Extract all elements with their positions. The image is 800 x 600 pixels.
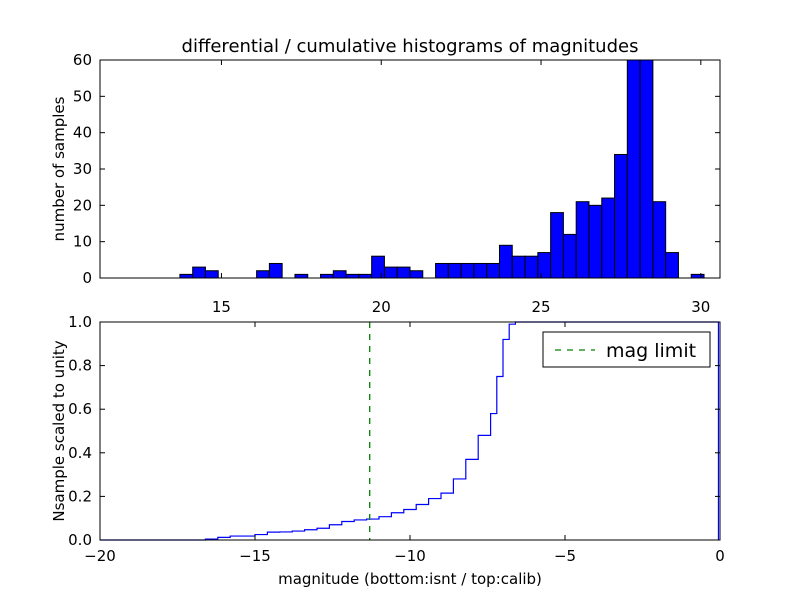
x-tick-label: 15 — [212, 298, 231, 316]
y-tick-label: 0.8 — [68, 357, 92, 375]
histogram-bar — [179, 273, 194, 279]
y-tick-label: 60 — [73, 51, 92, 69]
histogram-bar — [537, 252, 552, 279]
histogram-bar — [562, 233, 577, 279]
histogram-bar — [371, 255, 385, 279]
histogram-bar — [486, 262, 500, 279]
histogram-bar — [345, 273, 360, 279]
cumulative-step-line — [100, 321, 719, 541]
x-tick-label: 30 — [691, 298, 710, 316]
y-tick-label: 0.0 — [68, 531, 92, 549]
histogram-bar — [639, 59, 654, 279]
histogram-bar — [332, 270, 347, 279]
x-tick-label: −10 — [394, 547, 426, 565]
y-tick-label: 50 — [73, 87, 92, 105]
y-tick-label: 0.2 — [68, 487, 92, 505]
histogram-bar — [435, 262, 449, 279]
bottom-cumulative-panel: 0.0 0.2 0.4 0.6 0.8 1.0 −20 −15 −10 −5 0 Nsample … — [50, 313, 725, 588]
top-x-ticks: 15 20 25 30 — [212, 60, 710, 316]
x-tick-label: 20 — [372, 298, 391, 316]
histogram-bar — [192, 266, 206, 279]
x-tick-label: 0 — [715, 547, 725, 565]
y-tick-label: 20 — [73, 196, 92, 214]
histogram-bar — [626, 59, 641, 279]
histogram-bar — [588, 204, 603, 279]
y-tick-label: 30 — [73, 160, 92, 178]
histogram-bar — [383, 266, 398, 279]
histogram-bar — [320, 273, 334, 279]
histogram-bar — [268, 262, 283, 279]
histogram-bar — [690, 273, 705, 279]
y-tick-label: 0 — [82, 269, 92, 287]
histogram-bar — [665, 252, 679, 279]
histogram-bar — [473, 262, 488, 279]
histogram-bar — [294, 273, 309, 279]
y-tick-label: 10 — [73, 233, 92, 251]
y-tick-label: 40 — [73, 124, 92, 142]
top-histogram-panel: differential / cumulative histograms of … — [50, 36, 721, 316]
histogram-bar — [601, 197, 616, 279]
x-tick-label: −5 — [554, 547, 576, 565]
histogram-bar — [524, 255, 539, 279]
y-tick-label: 0.4 — [68, 444, 92, 462]
x-tick-label: 25 — [531, 298, 550, 316]
bottom-y-axis-label: Nsample scaled to unity — [50, 340, 68, 521]
histogram-bar — [460, 262, 475, 279]
histogram-bar — [204, 270, 219, 279]
bottom-y-ticks: 0.0 0.2 0.4 0.6 0.8 1.0 — [68, 313, 720, 549]
y-tick-label: 1.0 — [68, 313, 92, 331]
bottom-x-axis-label: magnitude (bottom:isnt / top:calib) — [278, 570, 542, 588]
legend-entry-mag-limit: mag limit — [606, 340, 696, 362]
histogram-bars — [179, 59, 705, 279]
histogram-bar — [447, 262, 462, 279]
histogram-bar — [575, 201, 590, 279]
histogram-bar — [614, 153, 628, 279]
top-y-axis-label: number of samples — [50, 96, 68, 241]
histogram-bar — [550, 212, 564, 279]
histogram-bar — [652, 201, 667, 279]
histogram-bar — [498, 244, 513, 279]
bottom-x-ticks: −20 −15 −10 −5 0 — [84, 322, 725, 565]
histogram-bar — [256, 270, 270, 279]
y-tick-label: 0.6 — [68, 400, 92, 418]
histogram-bar — [511, 255, 526, 279]
histogram-bar — [358, 273, 373, 279]
histogram-bar — [409, 270, 424, 279]
cumulative-lines — [100, 321, 720, 541]
histogram-bar — [396, 266, 411, 279]
top-y-ticks: 0 10 20 30 40 50 60 — [73, 51, 720, 287]
x-tick-label: −15 — [239, 547, 271, 565]
legend: mag limit — [542, 331, 711, 368]
x-tick-label: −20 — [84, 547, 116, 565]
chart-title: differential / cumulative histograms of … — [182, 36, 639, 57]
